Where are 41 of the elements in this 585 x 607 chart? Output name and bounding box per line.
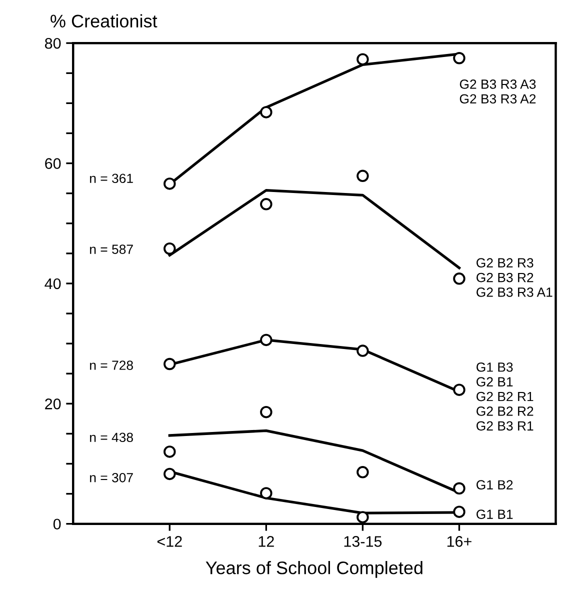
point xyxy=(164,178,176,190)
annotation: n = 361 xyxy=(90,174,133,184)
point xyxy=(260,487,272,500)
x-axis-title: Years of School Completed xyxy=(206,561,422,578)
annotation: n = 438 xyxy=(90,432,133,442)
annotation: G2 B2 R3 G2 B3 R2 G2 B3 R3 A1 xyxy=(476,258,552,297)
annotation: G1 B3 G2 B1 G2 B2 R1 G2 B2 R2 G2 B3 R1 xyxy=(476,362,534,431)
point xyxy=(260,106,272,118)
x-tick-label: 12 xyxy=(258,536,274,547)
x-tick-label: 13-15 xyxy=(344,536,382,547)
annotation: n = 587 xyxy=(90,244,133,254)
point xyxy=(356,466,369,478)
annotation: G1 B2 xyxy=(476,480,513,490)
annotation: G1 B1 xyxy=(476,510,513,519)
y-tick-label: 40 xyxy=(44,278,61,290)
point xyxy=(164,358,176,370)
point xyxy=(453,52,466,64)
x-tick-label: 16+ xyxy=(447,536,472,547)
annotation: n = 307 xyxy=(90,472,133,482)
point xyxy=(260,198,272,210)
point xyxy=(164,468,176,480)
annotation: G2 B3 R3 A3 G2 B3 R3 A2 xyxy=(460,80,536,104)
point xyxy=(453,384,466,396)
point xyxy=(356,344,369,357)
point xyxy=(356,511,369,524)
y-tick-label: 20 xyxy=(45,398,61,410)
point xyxy=(453,506,466,518)
point xyxy=(164,242,176,255)
annotation: n = 728 xyxy=(90,360,133,370)
y-tick-label: 0 xyxy=(53,518,61,530)
y-axis-title: % Creationist xyxy=(50,14,158,28)
y-tick-label: 80 xyxy=(44,38,61,49)
point xyxy=(356,53,369,66)
point xyxy=(260,406,272,418)
point xyxy=(356,170,369,182)
point xyxy=(453,482,466,495)
point xyxy=(164,446,176,458)
x-tick-label: <12 xyxy=(157,536,182,547)
y-tick-label: 60 xyxy=(45,158,61,169)
point xyxy=(453,272,466,285)
point xyxy=(260,334,272,346)
